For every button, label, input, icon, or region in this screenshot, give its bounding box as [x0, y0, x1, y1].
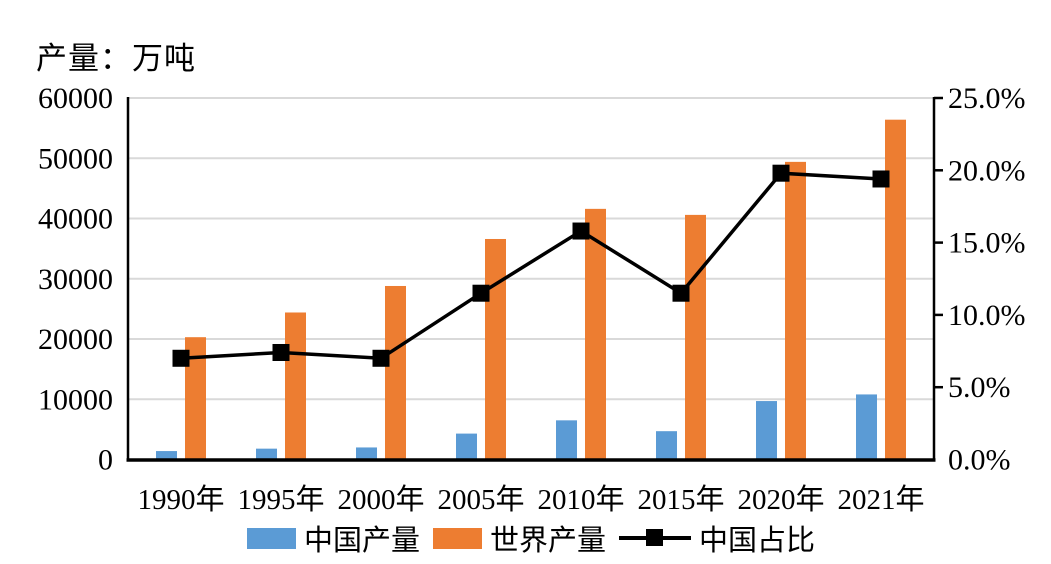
left-axis-label: 10000 — [38, 383, 113, 416]
china-bar — [156, 451, 177, 460]
china-bar — [556, 420, 577, 460]
x-axis-label: 2020年 — [737, 483, 824, 516]
world-bar — [285, 312, 306, 460]
x-axis-label: 2015年 — [637, 483, 724, 516]
x-axis-label: 2021年 — [837, 483, 924, 516]
share-marker — [572, 222, 590, 240]
share-marker — [872, 170, 890, 188]
x-axis-label: 2010年 — [537, 483, 624, 516]
world-bar-swatch-icon — [432, 527, 482, 549]
share-line-marker-icon — [646, 529, 663, 547]
x-axis-label: 2000年 — [337, 483, 424, 516]
world-bar — [585, 208, 606, 460]
share-marker — [172, 349, 190, 367]
legend-item-china: 中国产量 — [246, 517, 420, 559]
left-axis-label: 0 — [98, 444, 113, 477]
share-marker — [372, 349, 390, 367]
china-bar — [256, 448, 277, 460]
china-bar — [456, 433, 477, 460]
right-axis-label: 25.0% — [948, 82, 1026, 115]
legend-item-share: 中国占比 — [619, 517, 815, 559]
chart-legend: 中国产量 世界产量 中国占比 — [128, 521, 934, 557]
share-line-swatch-icon — [619, 529, 691, 547]
share-marker — [772, 164, 790, 182]
left-axis-label: 20000 — [38, 323, 113, 356]
china-bar-swatch-icon — [246, 527, 296, 549]
share-marker — [272, 343, 290, 361]
world-bar — [885, 119, 906, 460]
china-bar — [356, 447, 377, 460]
china-bar — [856, 394, 877, 460]
left-axis-label: 30000 — [38, 263, 113, 296]
legend-label-world: 世界产量 — [489, 525, 606, 557]
right-axis-label: 20.0% — [948, 154, 1026, 187]
share-marker — [672, 284, 690, 302]
left-axis-label: 50000 — [38, 142, 113, 175]
legend-item-world: 世界产量 — [432, 517, 606, 559]
left-axis-label: 60000 — [38, 82, 113, 115]
china-bar — [656, 431, 677, 460]
left-axis-label: 40000 — [38, 203, 113, 236]
share-marker — [472, 284, 490, 302]
world-bar — [485, 238, 506, 460]
chart-title: 产量：万吨 — [36, 41, 196, 76]
world-bar — [685, 214, 706, 460]
x-axis-label: 1995年 — [237, 483, 324, 516]
x-axis-label: 1990年 — [137, 483, 224, 516]
right-axis-label: 5.0% — [948, 371, 1011, 404]
china-bar — [756, 401, 777, 460]
right-axis-label: 10.0% — [948, 299, 1026, 332]
world-bar — [785, 161, 806, 460]
legend-label-share: 中国占比 — [699, 525, 816, 557]
right-axis-label: 15.0% — [948, 227, 1026, 260]
legend-label-china: 中国产量 — [303, 525, 420, 557]
x-axis-label: 2005年 — [437, 483, 524, 516]
world-bar — [185, 337, 206, 460]
right-axis-label: 0.0% — [948, 444, 1011, 477]
world-bar — [385, 285, 406, 460]
share-line — [180, 171, 882, 361]
